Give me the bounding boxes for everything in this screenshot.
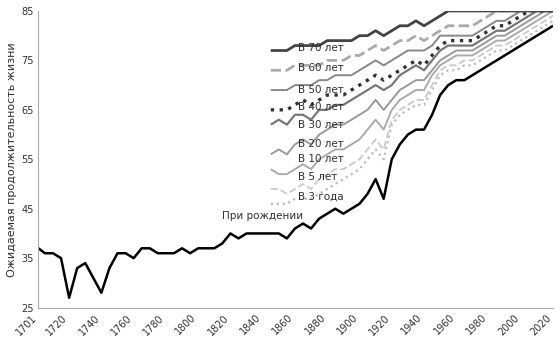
Y-axis label: Ожидаемая продолжительность жизни: Ожидаемая продолжительность жизни bbox=[7, 42, 17, 277]
Text: При рождении: При рождении bbox=[222, 211, 304, 221]
Text: В 10 лет: В 10 лет bbox=[298, 154, 344, 164]
Text: В 40 лет: В 40 лет bbox=[298, 103, 344, 112]
Text: В 30 лет: В 30 лет bbox=[298, 120, 344, 130]
Text: В 50 лет: В 50 лет bbox=[298, 85, 344, 95]
Text: В 70 лет: В 70 лет bbox=[298, 43, 344, 53]
Text: В 60 лет: В 60 лет bbox=[298, 63, 344, 73]
Text: В 20 лет: В 20 лет bbox=[298, 139, 344, 149]
Text: В 3 года: В 3 года bbox=[298, 191, 344, 201]
Text: В 5 лет: В 5 лет bbox=[298, 172, 338, 182]
